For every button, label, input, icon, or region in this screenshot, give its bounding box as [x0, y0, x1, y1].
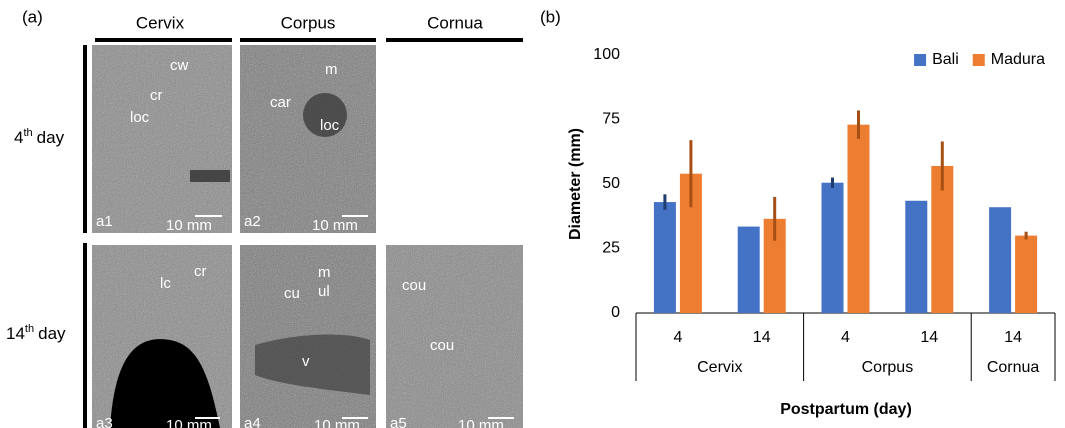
y-tick-label: 100: [593, 46, 620, 63]
column-header: Cornua: [427, 13, 483, 32]
image-id: a2: [244, 213, 261, 230]
y-tick-label: 75: [602, 111, 620, 128]
y-tick-label: 0: [611, 304, 620, 321]
image-label: loc: [320, 117, 340, 134]
ultrasound-a3: lc cr a3 10 mm: [92, 245, 232, 428]
scale-label: 10 mm: [166, 217, 212, 234]
image-label: car: [270, 94, 291, 111]
y-tick-label: 50: [602, 175, 620, 192]
row-text: day: [38, 324, 66, 343]
row-number: 14: [6, 324, 25, 343]
scale-label: 10 mm: [166, 417, 212, 428]
legend-swatch: [914, 54, 926, 66]
row-bar: [83, 243, 87, 428]
panel-label: (b): [540, 7, 561, 26]
image-label: cw: [170, 57, 189, 74]
scale-label: 10 mm: [312, 217, 358, 234]
ultrasound-a2: m car loc a2 10 mm: [240, 45, 376, 234]
image-label: m: [325, 61, 338, 78]
figure: (a) Cervix Corpus Cornua 4thday 14thday …: [0, 0, 1065, 428]
column-header: Corpus: [281, 13, 336, 32]
row-bar: [83, 45, 87, 233]
ultrasound-a4: m cu ul v a4 10 mm: [240, 245, 376, 428]
legend-swatch: [973, 54, 985, 66]
ultrasound-a1: cw cr loc a1 10 mm: [92, 45, 232, 234]
scale-label: 10 mm: [458, 417, 504, 428]
x-tick-label: 4: [841, 329, 850, 346]
image-label: loc: [130, 109, 150, 126]
ultrasound-a5: cou cou a5 10 mm: [386, 245, 523, 428]
image-label: cr: [150, 87, 163, 104]
image-id: a3: [96, 415, 113, 428]
row-suffix: th: [25, 323, 34, 335]
bar: [1015, 236, 1037, 313]
bar: [738, 227, 760, 313]
x-axis-title: Postpartum (day): [780, 401, 912, 418]
group-label: Cornua: [987, 359, 1040, 376]
image-id: a5: [390, 415, 407, 428]
group-label: Corpus: [862, 359, 914, 376]
column-bar: [95, 38, 232, 42]
row-number: 4: [14, 128, 23, 147]
x-tick-label: 14: [753, 329, 771, 346]
image-id: a1: [96, 213, 113, 230]
image-label: cou: [402, 277, 426, 294]
y-tick-label: 25: [602, 240, 620, 257]
image-label: m: [318, 264, 331, 281]
column-bar: [386, 38, 523, 42]
image-label: cou: [430, 337, 454, 354]
image-label: lc: [160, 275, 171, 292]
row-suffix: th: [23, 127, 32, 139]
x-tick-label: 4: [673, 329, 682, 346]
x-tick-label: 14: [1004, 329, 1022, 346]
column-header: Cervix: [136, 13, 185, 32]
image-label: cu: [284, 285, 300, 302]
scale-label: 10 mm: [314, 417, 360, 428]
bar: [989, 207, 1011, 313]
image-label: ul: [318, 283, 330, 300]
image-label: v: [302, 353, 310, 370]
bar: [654, 202, 676, 313]
image-label: cr: [194, 263, 207, 280]
legend-label: Bali: [932, 51, 959, 68]
panel-label: (a): [22, 7, 43, 26]
bar: [822, 183, 844, 313]
x-tick-label: 14: [920, 329, 938, 346]
bar: [848, 125, 870, 313]
row-text: day: [37, 128, 65, 147]
panel-b: (b) Diameter (mm) Postpartum (day) 0 25 50…: [540, 7, 1055, 418]
y-axis-title: Diameter (mm): [567, 128, 584, 240]
column-bar: [240, 38, 376, 42]
legend-label: Madura: [991, 51, 1045, 68]
group-label: Cervix: [697, 359, 742, 376]
bar: [905, 201, 927, 313]
image-id: a4: [244, 415, 261, 428]
